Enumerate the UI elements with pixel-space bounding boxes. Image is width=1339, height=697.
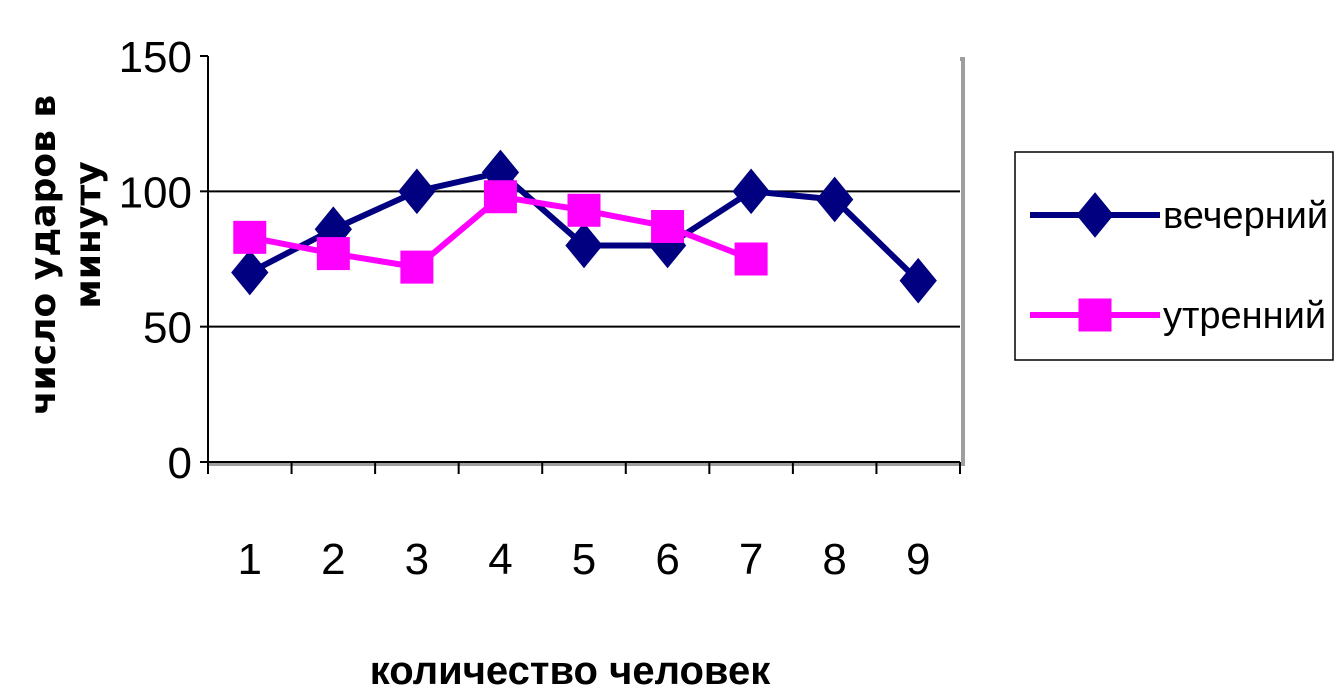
legend: вечерний утренний	[1014, 151, 1334, 361]
data-point	[734, 242, 768, 276]
legend-label: вечерний	[1163, 195, 1328, 237]
data-point	[651, 210, 685, 244]
data-point	[233, 220, 267, 254]
data-point	[400, 250, 434, 284]
data-point	[899, 257, 937, 304]
x-tick-label: 9	[906, 535, 930, 584]
x-tick-label: 6	[655, 535, 679, 584]
x-axis-label: количество человек	[370, 649, 771, 693]
data-point	[732, 168, 770, 215]
x-tick-label: 8	[822, 535, 846, 584]
legend-label: утренний	[1163, 295, 1326, 337]
data-point	[565, 222, 603, 269]
series-2	[233, 180, 768, 284]
legend-item: вечерний	[1030, 192, 1328, 238]
data-point	[231, 249, 269, 296]
legend-box	[1014, 151, 1334, 361]
legend-marker	[1078, 298, 1112, 332]
y-tick-labels: 0 50 100 150	[119, 33, 208, 488]
y-axis-label-line-2: минуту	[68, 161, 109, 308]
x-tick-label: 2	[321, 535, 345, 584]
data-point	[483, 180, 517, 214]
x-tick-label: 1	[238, 535, 262, 584]
y-tick-label: 100	[119, 168, 192, 217]
x-tick-label: 5	[572, 535, 596, 584]
data-point	[567, 193, 601, 227]
y-tick-label: 0	[168, 439, 192, 488]
x-tick-label: 3	[405, 535, 429, 584]
series-1	[231, 149, 937, 304]
data-point	[398, 168, 436, 215]
legend-item: утренний	[1030, 295, 1326, 337]
y-axis-label-line-1: число ударов в	[23, 95, 64, 415]
axes	[207, 56, 960, 463]
x-tick-label: 4	[488, 535, 512, 584]
y-tick-label: 150	[119, 33, 192, 82]
series-layer	[231, 149, 937, 304]
x-tick-labels: 1 2 3 4 5 6 7 8 9	[207, 462, 961, 584]
legend-marker	[1076, 192, 1114, 238]
x-tick-label: 7	[739, 535, 763, 584]
data-point	[316, 237, 350, 271]
data-point	[816, 176, 854, 223]
y-tick-label: 50	[143, 304, 192, 353]
